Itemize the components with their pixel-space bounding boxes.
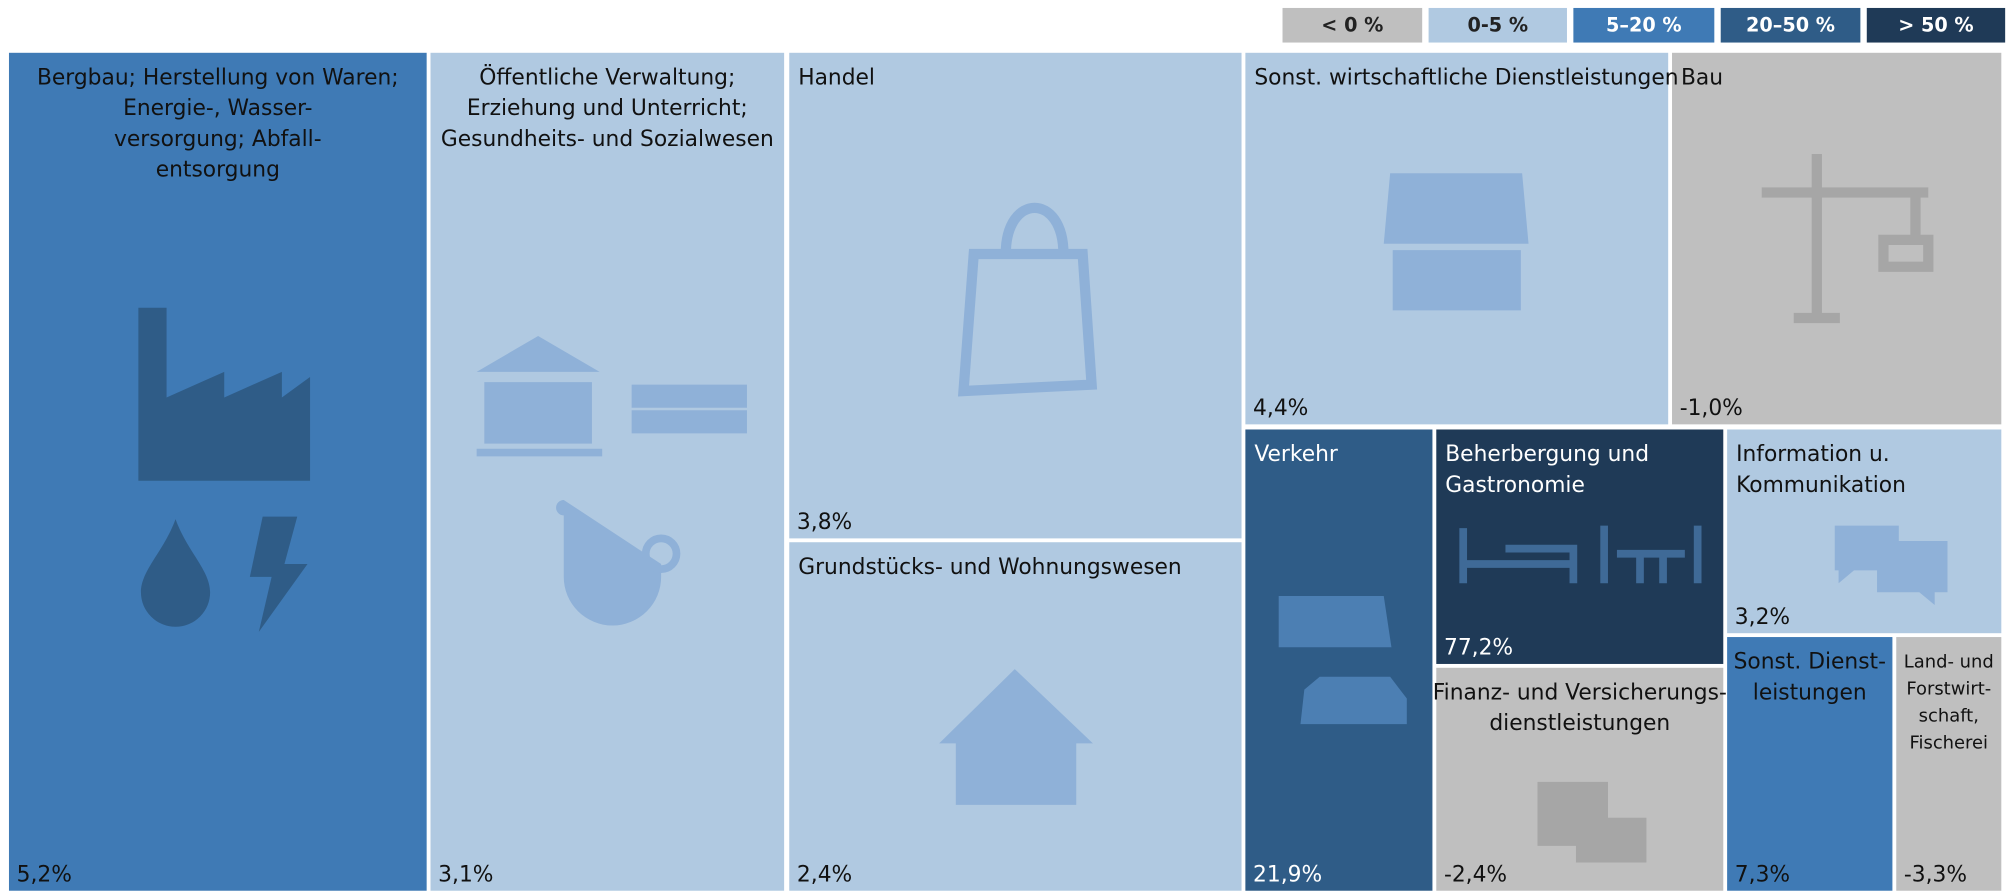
value-label: 7,3% xyxy=(1735,862,1790,887)
stethoscope-icon xyxy=(641,534,681,573)
tile-label: Land- und xyxy=(1904,652,1994,673)
tile-label: schaft, xyxy=(1919,705,1979,726)
legend-swatch xyxy=(1282,7,1423,43)
tile-label: Handel xyxy=(798,65,875,90)
tile-label: Gastronomie xyxy=(1445,473,1585,498)
value-label: 77,2% xyxy=(1444,636,1513,661)
value-label: 5,2% xyxy=(17,862,72,887)
tile-label: Sonst. Dienst- xyxy=(1734,650,1886,675)
crane-icon xyxy=(1761,154,1934,324)
value-label: -1,0% xyxy=(1680,396,1743,421)
tile xyxy=(1727,637,1893,891)
tile-label: dienstleistungen xyxy=(1489,711,1670,736)
legend-swatch xyxy=(1720,7,1861,43)
drop-icon xyxy=(140,519,211,627)
tile-label: Energie-, Wasser- xyxy=(123,96,312,121)
bus-icon xyxy=(1278,596,1407,725)
chat-icon xyxy=(1834,525,1948,606)
tile-label: Fischerei xyxy=(1910,732,1989,753)
legend-label: < 0 % xyxy=(1321,13,1383,36)
bag-icon xyxy=(957,202,1098,397)
shop-icon xyxy=(1383,173,1529,311)
tile-label: entsorgung xyxy=(156,158,280,183)
value-label: 2,4% xyxy=(797,862,852,887)
tile-label: Verkehr xyxy=(1254,442,1338,467)
tile xyxy=(1245,429,1433,891)
tile-label: versorgung; Abfall- xyxy=(114,127,322,152)
value-label: 21,9% xyxy=(1253,862,1322,887)
tile xyxy=(789,52,1242,539)
tile-label: Information u. xyxy=(1736,442,1890,467)
value-label: 3,8% xyxy=(797,510,852,535)
icons xyxy=(138,154,1948,863)
tile-label: Finanz- und Versicherungs- xyxy=(1433,680,1727,705)
value-label: -3,3% xyxy=(1904,862,1967,887)
tile-label: Kommunikation xyxy=(1736,473,1906,498)
tile-label: Gesundheits- und Sozialwesen xyxy=(441,127,774,152)
legend-label: 0-5 % xyxy=(1467,13,1528,36)
legend-swatch xyxy=(1428,7,1567,43)
value-label: 3,2% xyxy=(1735,605,1790,630)
govt-icon xyxy=(476,335,747,626)
tile-label: Forstwirt- xyxy=(1906,679,1991,700)
tile-label: Öffentliche Verwaltung; xyxy=(479,64,735,90)
tile xyxy=(430,52,785,891)
tile-label: Grundstücks- und Wohnungswesen xyxy=(798,555,1182,580)
legend-label: 20–50 % xyxy=(1746,13,1835,36)
tile-label: Bergbau; Herstellung von Waren; xyxy=(37,65,399,90)
coins-icon xyxy=(1537,781,1647,863)
tile-label: Beherbergung und xyxy=(1445,442,1649,467)
tile-label: Bau xyxy=(1681,65,1723,90)
tile-label: Erziehung und Unterricht; xyxy=(467,96,748,121)
tile xyxy=(1672,52,2002,425)
tile-label: leistungen xyxy=(1753,680,1867,705)
tile xyxy=(1896,637,2002,891)
factory-icon xyxy=(138,307,311,481)
bolt-icon xyxy=(249,516,308,632)
value-label: 3,1% xyxy=(438,862,493,887)
tile xyxy=(1436,429,1724,664)
bed-table-icon xyxy=(1459,525,1702,584)
house-icon xyxy=(939,669,1093,805)
legend-swatch xyxy=(1866,7,2006,43)
value-label: 4,4% xyxy=(1253,396,1308,421)
legend-label: 5–20 % xyxy=(1606,13,1682,36)
legend-label: > 50 % xyxy=(1898,13,1973,36)
tile-label: Sonst. wirtschaftliche Dienstleistungen xyxy=(1254,65,1678,90)
legend-swatch xyxy=(1573,7,1715,43)
value-label: -2,4% xyxy=(1444,862,1507,887)
